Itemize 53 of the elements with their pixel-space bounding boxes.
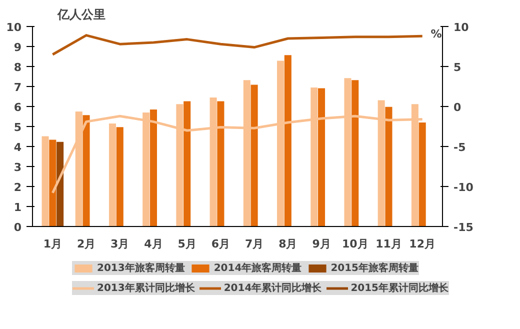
- x-tick-label: 6月: [211, 238, 230, 250]
- y-tick-label: 6: [14, 101, 22, 114]
- y-axis-title: 亿人公里: [56, 8, 106, 22]
- y2-tick-label: 0: [454, 101, 462, 114]
- bar: [116, 127, 124, 226]
- bar: [150, 110, 157, 226]
- x-tick-label: 7月: [244, 238, 264, 250]
- legend-label: 2015年旅客周转量: [330, 261, 419, 275]
- y2-axis-title: %: [430, 28, 442, 40]
- y2-tick-label: -5: [454, 141, 466, 154]
- y-tick-label: 10: [6, 21, 22, 34]
- legend-label: 2014年累计同比增长: [224, 282, 322, 295]
- y2-tick-label: -15: [454, 221, 474, 234]
- y-tick-label: 9: [14, 41, 22, 54]
- bar: [418, 122, 426, 226]
- x-tick-label: 11月: [376, 238, 402, 250]
- legend-label: 2014年旅客周转量: [214, 261, 302, 275]
- y-tick-label: 3: [14, 161, 22, 174]
- y-tick-label: 2: [14, 181, 22, 194]
- x-tick-label: 8月: [278, 238, 298, 250]
- x-tick-label: 12月: [409, 238, 436, 250]
- y2-tick-label: 5: [454, 61, 462, 74]
- legend-label: 2013年累计同比增长: [97, 282, 195, 295]
- bar: [184, 101, 191, 226]
- bar: [42, 136, 49, 226]
- bar: [352, 80, 359, 226]
- bar: [318, 88, 326, 226]
- y-tick-label: 8: [14, 61, 22, 74]
- y-tick-label: 1: [14, 201, 22, 214]
- bar: [49, 140, 56, 226]
- y-tick-label: 0: [14, 221, 22, 234]
- legend-label: 2013年旅客周转量: [97, 261, 185, 275]
- line-series: [51, 34, 424, 56]
- y2-tick-label: -10: [454, 181, 474, 194]
- y-tick-label: 5: [14, 121, 22, 134]
- x-tick-label: 9月: [312, 238, 331, 250]
- x-tick-label: 5月: [178, 238, 196, 250]
- y-tick-label: 7: [14, 81, 22, 94]
- x-tick-label: 2月: [76, 238, 96, 250]
- bar: [56, 142, 64, 226]
- x-tick-label: 1月: [43, 238, 62, 250]
- x-tick-label: 4月: [144, 238, 163, 250]
- y2-tick-label: 10: [454, 21, 470, 34]
- bar: [217, 101, 224, 226]
- legend-label: 2015年累计同比增长: [350, 282, 449, 295]
- x-tick-label: 10月: [342, 238, 368, 250]
- bar: [284, 55, 292, 226]
- bar: [82, 115, 90, 226]
- x-tick-label: 3月: [110, 238, 130, 250]
- bar: [108, 124, 116, 226]
- y-tick-label: 4: [14, 141, 22, 154]
- bar: [250, 84, 258, 226]
- bar: [385, 106, 392, 226]
